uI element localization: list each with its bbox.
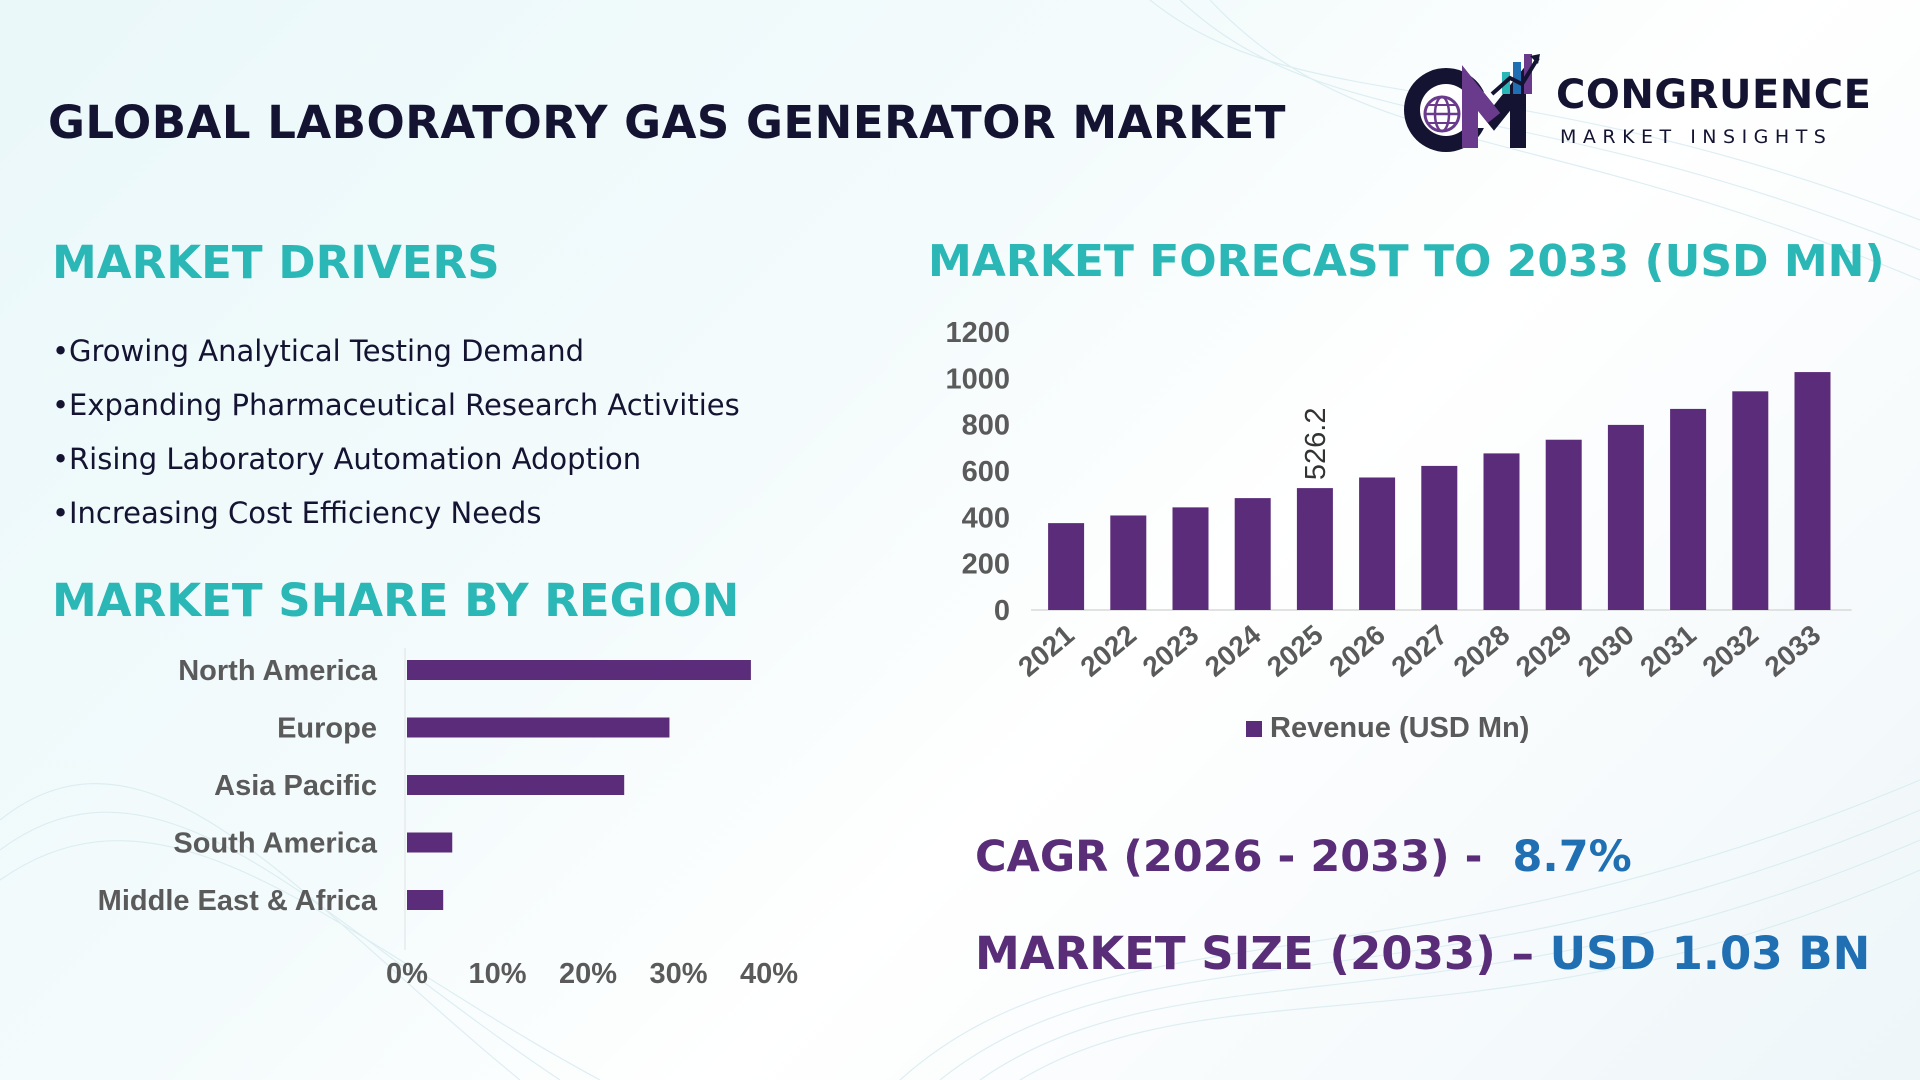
market-driver-text: Increasing Cost Efficiency Needs	[69, 496, 542, 530]
y-tick-label: 800	[962, 410, 1010, 442]
revenue-bar	[1048, 523, 1085, 610]
market-drivers-heading: MARKET DRIVERS	[52, 236, 500, 289]
revenue-bar	[1296, 488, 1333, 610]
region-share-bar	[407, 832, 453, 853]
bullet-marker: •	[52, 334, 70, 368]
x-tick-label: 30%	[649, 958, 707, 990]
revenue-bar	[1794, 372, 1831, 610]
brand-logo: CONGRUENCE MARKET INSIGHTS	[1398, 52, 1872, 162]
x-tick-label: 2026	[1323, 619, 1391, 683]
bullet-marker: •	[52, 388, 70, 422]
region-label: Asia Pacific	[214, 770, 377, 802]
y-tick-label: 1200	[945, 317, 1010, 349]
revenue-bar	[1732, 391, 1769, 610]
bullet-marker: •	[52, 442, 70, 476]
market-size-label: MARKET SIZE (2033) –	[975, 927, 1534, 980]
revenue-bar	[1483, 453, 1520, 610]
market-driver-item: •Expanding Pharmaceutical Research Activ…	[52, 378, 740, 432]
x-tick-label: 0%	[386, 958, 428, 990]
region-share-bar	[407, 717, 670, 738]
page-title: GLOBAL LABORATORY GAS GENERATOR MARKET	[48, 96, 1286, 149]
x-tick-label: 40%	[740, 958, 798, 990]
x-tick-label: 2027	[1386, 619, 1454, 683]
market-forecast-heading: MARKET FORECAST TO 2033 (USD MN)	[928, 236, 1885, 287]
market-driver-item: •Growing Analytical Testing Demand	[52, 324, 740, 378]
x-tick-label: 2022	[1075, 619, 1143, 683]
x-tick-label: 2029	[1510, 619, 1578, 683]
revenue-bar	[1421, 465, 1458, 610]
x-tick-label: 2030	[1572, 619, 1640, 683]
x-tick-label: 2023	[1137, 619, 1205, 683]
x-tick-label: 20%	[559, 958, 617, 990]
cagr-value: 8.7%	[1512, 832, 1632, 882]
market-driver-text: Expanding Pharmaceutical Research Activi…	[69, 388, 740, 422]
revenue-bar	[1359, 477, 1396, 610]
cm-globe-chart-logo-icon	[1404, 54, 1540, 152]
x-tick-label: 2033	[1759, 619, 1827, 683]
region-label: Europe	[277, 713, 377, 745]
revenue-bar	[1110, 515, 1147, 610]
bullet-marker: •	[52, 496, 70, 530]
market-drivers-list: •Growing Analytical Testing Demand •Expan…	[52, 324, 740, 540]
legend-label: Revenue (USD Mn)	[1270, 712, 1529, 744]
cagr-label: CAGR (2026 - 2033) -	[975, 832, 1483, 882]
market-size-value: USD 1.03 BN	[1549, 927, 1871, 980]
revenue-bar	[1670, 408, 1707, 610]
market-share-by-region-heading: MARKET SHARE BY REGION	[52, 574, 740, 627]
revenue-bar	[1234, 498, 1271, 610]
y-tick-label: 0	[994, 595, 1010, 627]
y-tick-label: 600	[962, 456, 1010, 488]
x-tick-label: 2031	[1634, 619, 1702, 683]
brand-tagline: MARKET INSIGHTS	[1560, 126, 1833, 148]
brand-name: CONGRUENCE	[1556, 72, 1872, 118]
market-driver-text: Growing Analytical Testing Demand	[69, 334, 585, 368]
x-tick-label: 2032	[1697, 619, 1765, 683]
y-tick-label: 400	[962, 502, 1010, 534]
x-tick-label: 2021	[1012, 619, 1080, 683]
region-share-bar	[407, 775, 625, 795]
region-share-bar-chart: North America Europe Asia Pacific South Ame…	[98, 648, 798, 990]
revenue-bar	[1172, 507, 1209, 610]
market-driver-item: •Rising Laboratory Automation Adoption	[52, 432, 740, 486]
legend-swatch	[1246, 721, 1262, 737]
cagr-summary: CAGR (2026 - 2033) - 8.7%	[975, 832, 1632, 882]
revenue-forecast-bar-chart: 0200400600800100012002021202220232024202…	[945, 317, 1852, 744]
region-share-bar	[407, 890, 444, 910]
region-label: North America	[178, 655, 378, 687]
revenue-bar	[1607, 424, 1644, 610]
market-driver-item: •Increasing Cost Efficiency Needs	[52, 486, 740, 540]
region-label: Middle East & Africa	[98, 885, 378, 917]
x-tick-label: 2028	[1448, 619, 1516, 683]
x-tick-label: 2024	[1199, 619, 1267, 683]
y-tick-label: 1000	[945, 363, 1010, 395]
x-tick-label: 2025	[1261, 619, 1329, 683]
y-tick-label: 200	[962, 549, 1010, 581]
revenue-bar	[1545, 439, 1582, 610]
x-tick-label: 10%	[468, 958, 526, 990]
region-label: South America	[173, 828, 377, 860]
data-label: 526.2	[1300, 408, 1332, 481]
market-driver-text: Rising Laboratory Automation Adoption	[69, 442, 642, 476]
region-share-bar	[407, 660, 751, 680]
market-size-summary: MARKET SIZE (2033) – USD 1.03 BN	[975, 927, 1870, 980]
